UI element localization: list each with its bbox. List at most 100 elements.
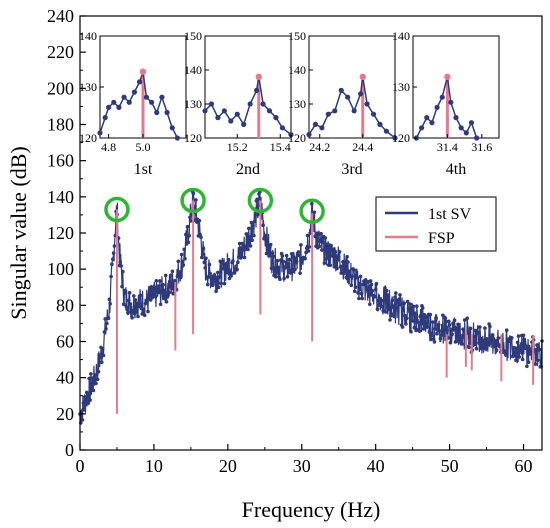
sv-point <box>307 245 312 249</box>
sv-point <box>374 281 379 286</box>
sv-point <box>126 298 131 303</box>
sv-point <box>306 249 311 253</box>
sv-point <box>170 269 175 274</box>
sv-point <box>451 321 455 326</box>
inset-fsp-point <box>444 73 451 81</box>
inset-label: 4th <box>446 161 466 178</box>
sv-point <box>408 302 412 306</box>
sv-point <box>454 339 459 344</box>
sv-point <box>349 283 354 288</box>
inset-sv-point <box>383 128 389 134</box>
sv-point <box>415 320 420 324</box>
sv-point <box>403 313 407 318</box>
sv-point <box>445 328 449 333</box>
inset-frame <box>308 35 396 139</box>
inset-frame <box>204 35 292 139</box>
inset-sv-point <box>474 135 480 141</box>
inset-sv-point <box>332 108 338 114</box>
sv-point <box>337 250 342 254</box>
sv-point <box>528 352 532 356</box>
sv-point <box>216 270 220 275</box>
inset-sv-point <box>377 121 383 127</box>
inset-sv-point <box>312 121 319 127</box>
sv-point <box>158 302 163 307</box>
sv-point <box>370 288 375 293</box>
sv-point <box>102 330 107 334</box>
sv-point <box>519 343 523 348</box>
y-tick-label: 0 <box>65 440 74 460</box>
sv-point <box>284 253 289 258</box>
sv-point <box>322 261 327 265</box>
y-tick-label: 60 <box>56 332 74 352</box>
sv-point <box>524 344 528 349</box>
inset-x-tick-label: 5.0 <box>136 140 151 154</box>
inset-fsp-point <box>139 68 147 75</box>
sv-point <box>275 258 280 263</box>
sv-point <box>189 219 193 223</box>
x-axis-ticks: 0 10 20 30 40 50 60 <box>76 444 533 476</box>
sv-point <box>163 292 167 297</box>
inset-sv-point <box>260 101 266 107</box>
inset-sv-point <box>149 99 155 105</box>
inset-x-tick-label: 31.4 <box>437 140 458 154</box>
sv-point <box>221 259 225 264</box>
sv-point <box>439 333 444 338</box>
sv-point <box>368 302 372 307</box>
inset-3: 120 130 140 150 24.2 24.4 3rd <box>288 29 398 178</box>
sv-point <box>462 335 466 339</box>
sv-point <box>447 319 451 324</box>
sv-point <box>303 256 307 261</box>
sv-point <box>156 284 160 288</box>
sv-point <box>299 243 303 247</box>
inset-sv-point <box>131 89 137 95</box>
inset-y-tick-label: 150 <box>184 29 202 43</box>
sv-point <box>236 260 240 265</box>
inset-fsp-point <box>359 73 366 81</box>
peak-circle <box>247 187 274 214</box>
sv-point <box>147 293 151 298</box>
sv-point <box>427 330 432 334</box>
sv-point <box>536 358 540 363</box>
sv-point <box>105 321 109 326</box>
inset-sv-point <box>345 94 351 100</box>
sv-point <box>391 304 396 309</box>
inset-y-tick-label: 130 <box>79 80 97 94</box>
sv-point <box>166 293 170 298</box>
sv-point <box>387 307 391 312</box>
inset-sv-point <box>453 115 459 121</box>
sv-point <box>171 291 175 296</box>
sv-point <box>198 232 202 237</box>
sv-point <box>178 270 182 274</box>
inset-sv-point <box>288 132 294 138</box>
sv-point <box>466 331 470 335</box>
sv-point <box>368 279 373 283</box>
sv-point <box>479 336 484 341</box>
sv-point <box>293 267 297 272</box>
sv-point <box>476 330 481 335</box>
sv-point <box>518 350 522 354</box>
sv-point <box>89 372 93 376</box>
sv-point <box>239 251 244 256</box>
sv-point <box>168 281 172 285</box>
sv-point <box>360 296 365 301</box>
sv-point <box>340 264 344 269</box>
sv-point <box>290 270 295 274</box>
sv-point <box>473 328 478 333</box>
main-plot: 0 10 20 30 40 50 60 0 20 40 60 80 100 120 140 160 180 20… <box>6 6 544 522</box>
inset-x-tick-label: 24.2 <box>309 140 330 154</box>
sv-point <box>231 259 235 263</box>
sv-point <box>137 301 141 306</box>
sv-point <box>508 339 512 344</box>
sv-point <box>369 282 374 287</box>
sv-point <box>297 253 302 258</box>
sv-point <box>294 259 299 264</box>
sv-point <box>94 381 98 386</box>
sv-point <box>460 342 465 346</box>
sv-point <box>441 330 446 335</box>
inset-y-tick-label: 120 <box>79 131 97 145</box>
inset-y-tick-label: 140 <box>392 29 410 43</box>
sv-point <box>263 233 268 238</box>
sv-point <box>515 340 520 345</box>
sv-point <box>350 274 355 279</box>
inset-x-tick-label: 31.6 <box>471 140 492 154</box>
